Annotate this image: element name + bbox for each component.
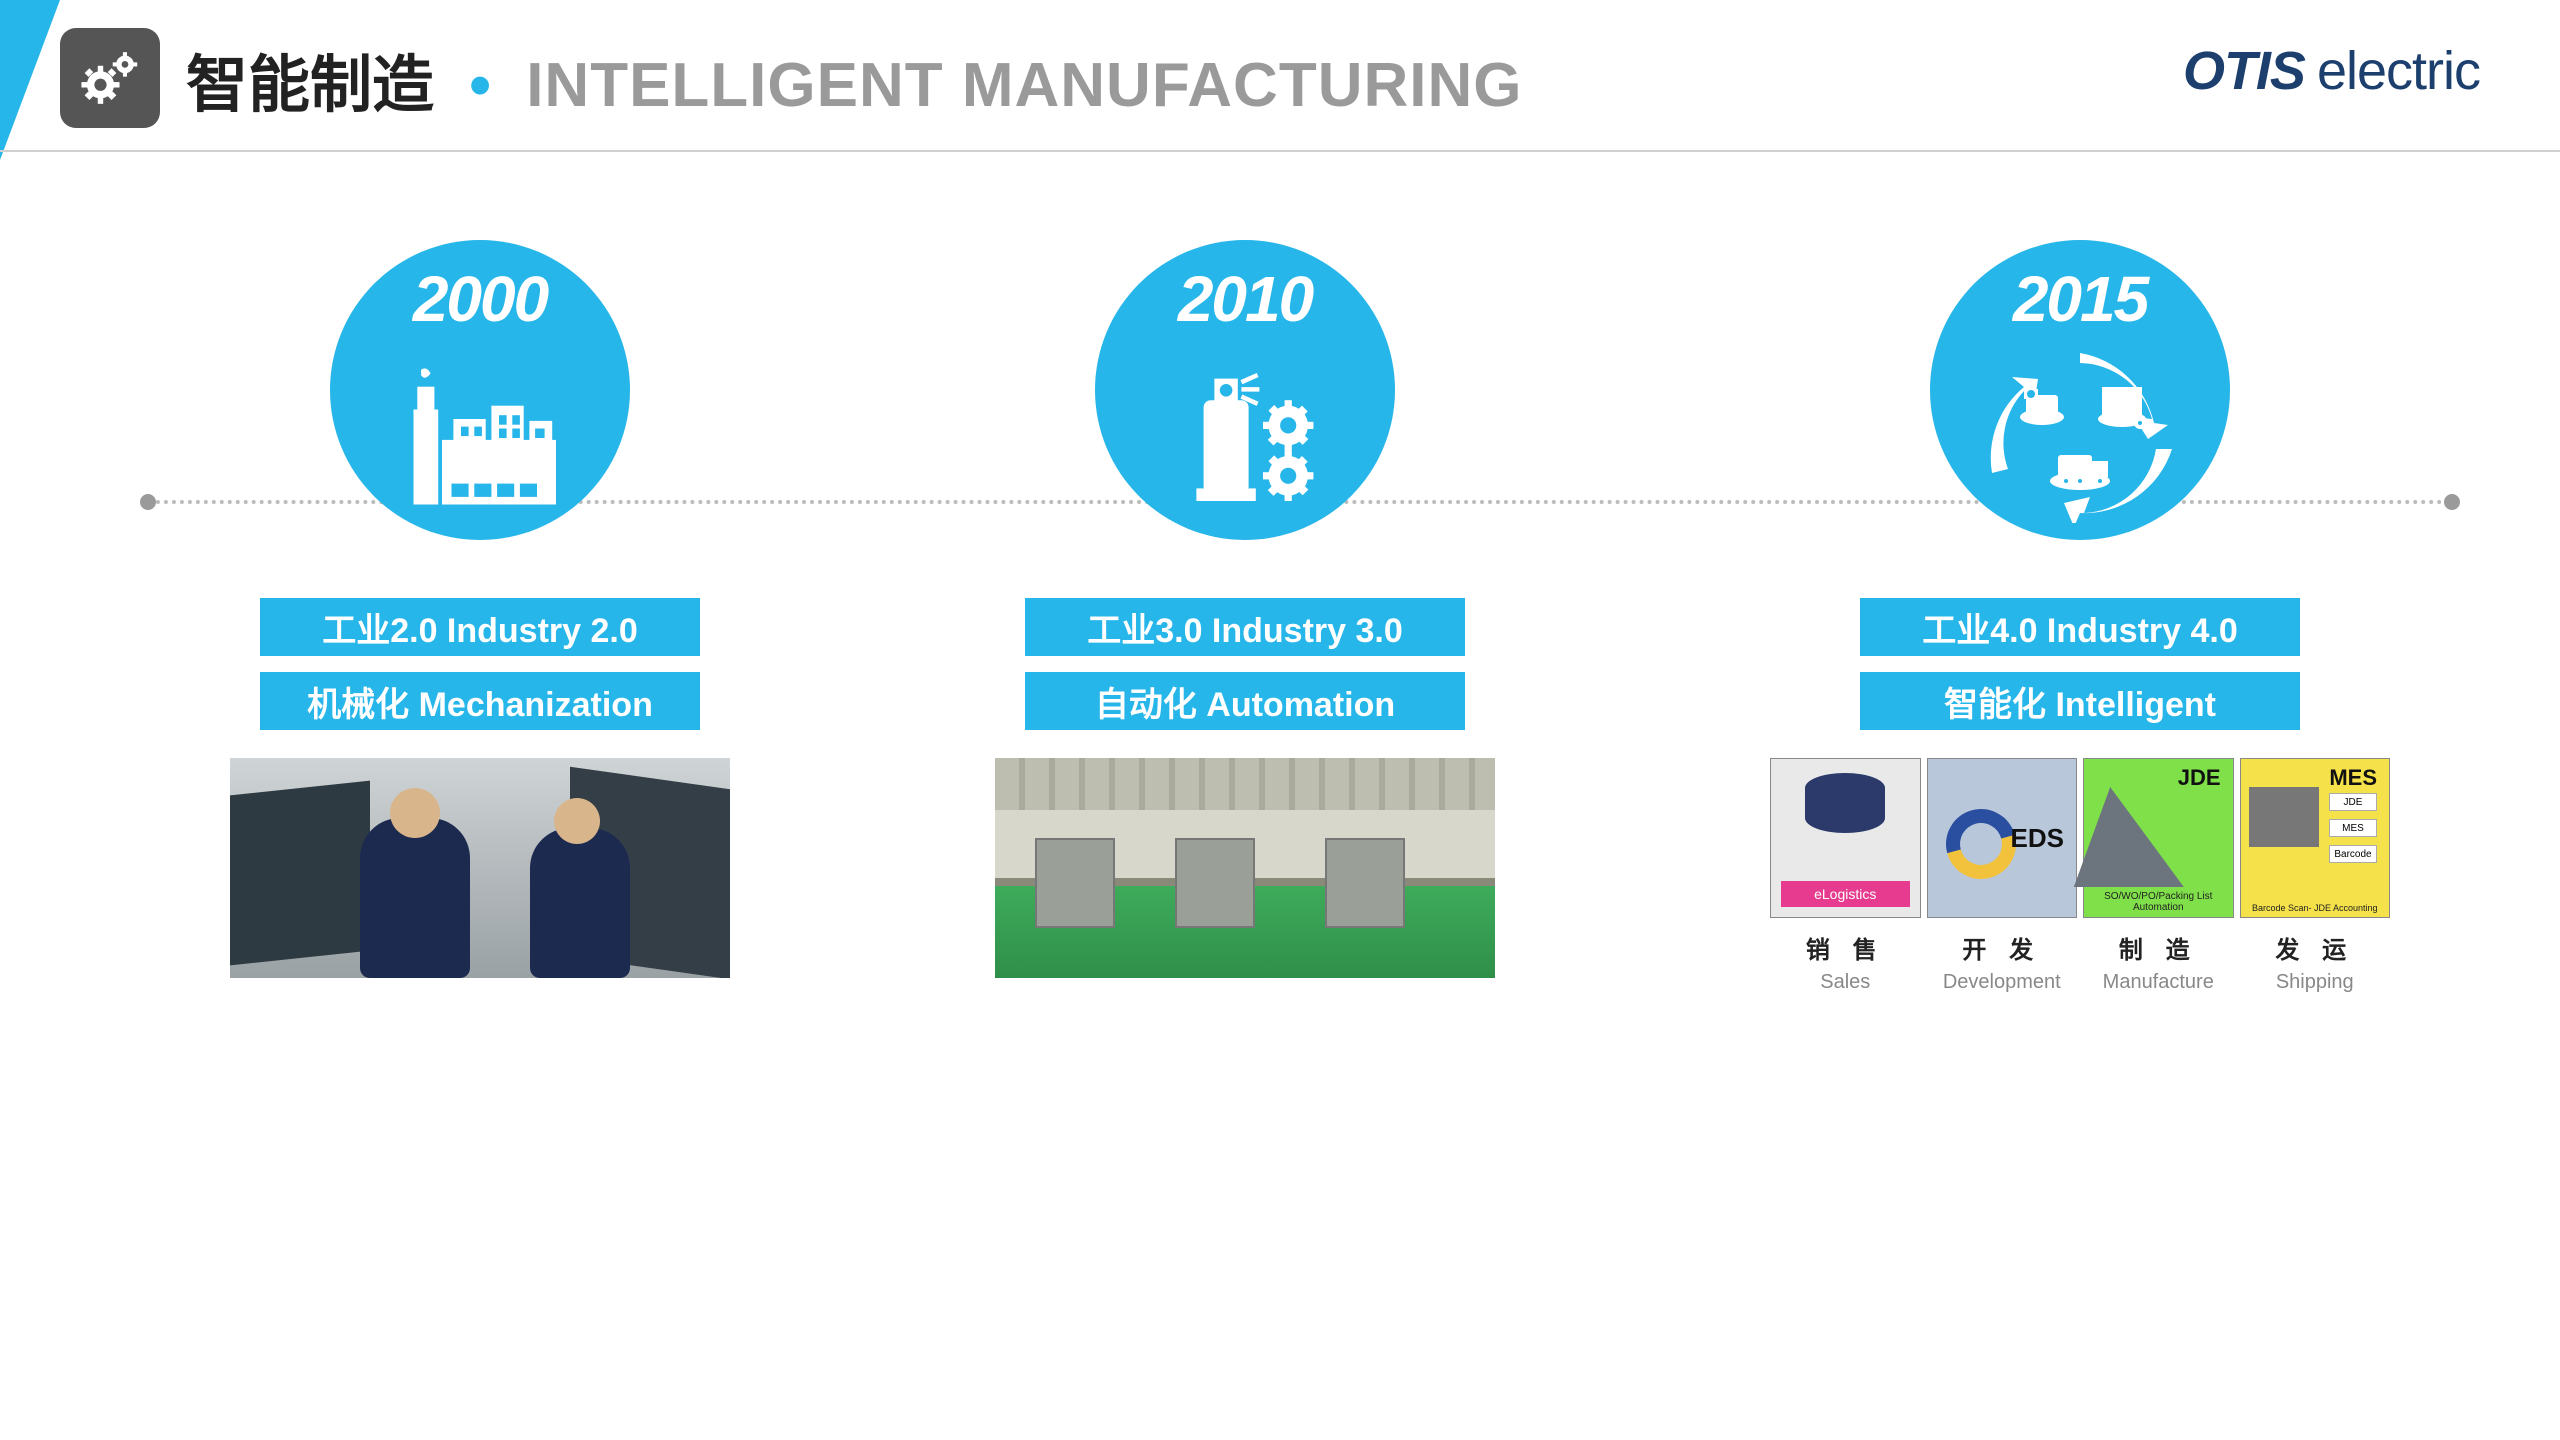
slide: 智能制造 • INTELLIGENT MANUFACTURING OTISele… (0, 0, 2560, 1440)
caption-cn: 开 发 (1927, 930, 2078, 965)
card-tag: eLogistics (1781, 881, 1910, 907)
title-gears-icon (60, 28, 160, 128)
stage-photo-factory (995, 758, 1495, 978)
card-box: Barcode (2329, 845, 2377, 863)
card-box: JDE (2329, 793, 2377, 811)
caption-cn: 发 运 (2240, 930, 2391, 965)
stage-label-industry: 工业2.0 Industry 2.0 (260, 598, 700, 656)
system-captions: 销 售 Sales 开 发 Development 制 造 Manufactur… (1770, 930, 2390, 994)
gears-icon (76, 44, 144, 112)
stage-2015: 2015 (1770, 240, 2390, 994)
caption-cn: 制 造 (2083, 930, 2234, 965)
caption-shipping: 发 运 Shipping (2240, 930, 2391, 994)
stage-2000: 2000 (240, 240, 720, 994)
caption-en: Development (1927, 971, 2078, 994)
card-eds: EDS (1927, 758, 2078, 918)
stage-label-industry: 工业4.0 Industry 4.0 (1860, 598, 2300, 656)
year-label: 2010 (1178, 262, 1312, 336)
brand-light: electric (2317, 41, 2480, 101)
caption-development: 开 发 Development (1927, 930, 2078, 994)
timeline-dot-start (140, 494, 156, 510)
brand-bold: OTIS (2183, 41, 2305, 101)
page-title: 智能制造 • INTELLIGENT MANUFACTURING (186, 34, 1522, 124)
caption-manufacture: 制 造 Manufacture (2083, 930, 2234, 994)
robot-gears-icon (1155, 363, 1335, 513)
card-mes: MES JDE MES Barcode Barcode Scan- JDE Ac… (2240, 758, 2391, 918)
caption-cn: 销 售 (1770, 930, 1921, 965)
stage-photo-workers (230, 758, 730, 978)
card-jde: JDE SO/WO/PO/Packing List Automation (2083, 758, 2234, 918)
card-elogistics: eLogistics (1770, 758, 1921, 918)
header-divider (0, 150, 2560, 152)
year-label: 2000 (413, 262, 547, 336)
card-label: EDS (2011, 823, 2064, 854)
stage-label-industry: 工业3.0 Industry 3.0 (1025, 598, 1465, 656)
stage-circle: 2015 (1930, 240, 2230, 540)
card-footer: Barcode Scan- JDE Accounting (2245, 903, 2386, 913)
card-footer: SO/WO/PO/Packing List Automation (2088, 891, 2229, 913)
timeline-dot-end (2444, 494, 2460, 510)
stages-row: 2000 (240, 240, 2390, 994)
system-cards: eLogistics EDS JDE SO/WO/PO/Packing List… (1770, 758, 2390, 918)
title-cn: 智能制造 (186, 51, 434, 120)
caption-en: Shipping (2240, 971, 2391, 994)
stage-label-type: 智能化 Intelligent (1860, 672, 2300, 730)
stage-circle: 2000 (330, 240, 630, 540)
caption-sales: 销 售 Sales (1770, 930, 1921, 994)
caption-en: Sales (1770, 971, 1921, 994)
card-box: MES (2329, 819, 2377, 837)
corner-accent (0, 0, 60, 160)
brand-logo: OTISelectric (2183, 40, 2480, 102)
caption-en: Manufacture (2083, 971, 2234, 994)
stage-label-type: 机械化 Mechanization (260, 672, 700, 730)
stage-label-type: 自动化 Automation (1025, 672, 1465, 730)
year-label: 2015 (2013, 262, 2147, 336)
title-separator: • (469, 51, 491, 120)
title-en: INTELLIGENT MANUFACTURING (526, 51, 1522, 120)
stage-2010: 2010 (1005, 240, 1485, 994)
card-label: MES (2329, 765, 2377, 791)
stage-circle: 2010 (1095, 240, 1395, 540)
factory-icon (385, 358, 575, 518)
cycle-logistics-icon (1980, 353, 2180, 523)
